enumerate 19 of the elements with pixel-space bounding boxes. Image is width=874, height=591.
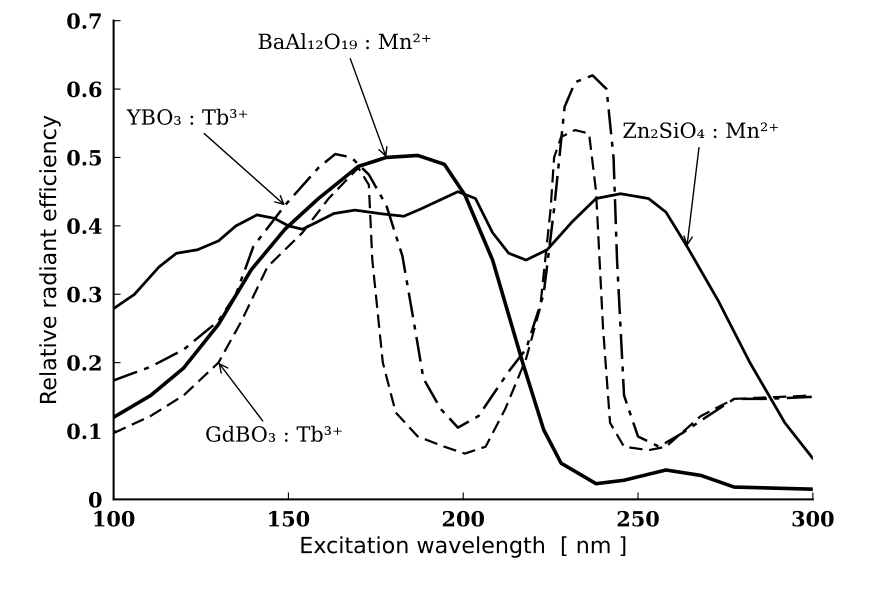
- y-tick-label: 0: [88, 492, 102, 508]
- annotation: GdBO₃ : Tb³⁺: [206, 426, 342, 442]
- y-tick-label: 0.2: [67, 355, 101, 371]
- y-axis-title: Relative radiant efficiency: [39, 116, 61, 403]
- annotation: BaAl₁₂O₁₉ : Mn²⁺: [258, 33, 430, 50]
- annotation: YBO₃ : Tb³⁺: [126, 108, 248, 125]
- y-tick-label: 0.3: [67, 286, 102, 302]
- annotation: Zn₂SiO₄ : Mn²⁺: [623, 122, 778, 138]
- x-tick-label: 300: [792, 510, 834, 527]
- y-tick-label: 0.6: [67, 82, 102, 98]
- y-tick-label: 0.7: [67, 13, 101, 29]
- x-tick-label: 250: [618, 510, 659, 527]
- x-tick-label: 150: [269, 510, 310, 527]
- x-tick-label: 200: [442, 510, 484, 527]
- y-tick-label: 0.5: [67, 150, 101, 166]
- x-axis-title: Excitation wavelength [ nm ]: [301, 536, 626, 558]
- x-tick-label: 100: [94, 510, 134, 527]
- y-tick-label: 0.4: [67, 218, 102, 234]
- y-tick-label: 0.1: [67, 423, 100, 440]
